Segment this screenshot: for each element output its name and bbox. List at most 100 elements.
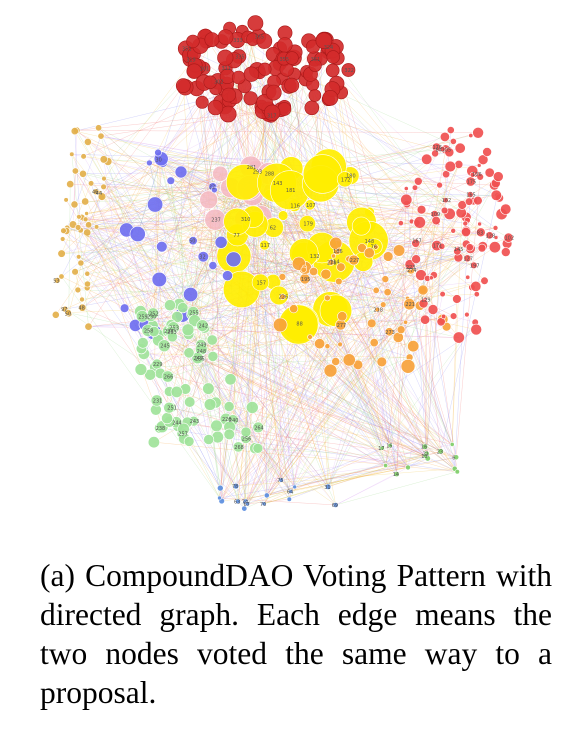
- graph-node-dark-red: [304, 100, 320, 116]
- graph-node-label: 181: [286, 188, 296, 194]
- graph-node-label: 165: [466, 193, 476, 199]
- graph-node-blue-bottom: [241, 505, 248, 512]
- graph-node-red: [482, 147, 492, 157]
- graph-node-label: 223: [406, 265, 416, 271]
- graph-node-tan: [53, 277, 61, 284]
- graph-node-label: 114: [330, 259, 340, 265]
- graph-node-tan: [100, 183, 107, 191]
- graph-edge: [407, 455, 426, 468]
- graph-node-orange: [372, 286, 380, 294]
- graph-node-orange: [314, 338, 326, 350]
- graph-edge: [87, 256, 204, 289]
- graph-edge: [162, 162, 304, 254]
- graph-node-red: [488, 241, 501, 254]
- graph-edge: [194, 275, 228, 321]
- graph-edge: [61, 197, 102, 277]
- graph-node-green: [203, 434, 215, 445]
- graph-node-red: [453, 247, 462, 256]
- graph-edge: [382, 319, 426, 449]
- graph-node-label: 236: [195, 357, 205, 363]
- graph-edge: [283, 58, 290, 500]
- graph-edge: [456, 176, 481, 458]
- graph-node-label: 179: [303, 222, 313, 228]
- graph-edge: [242, 31, 267, 496]
- graph-node-label: 70: [260, 502, 266, 508]
- graph-edge: [66, 136, 102, 232]
- graph-edge: [71, 154, 89, 327]
- graph-node-orange: [278, 273, 287, 281]
- graph-edge: [252, 326, 447, 408]
- graph-node-red: [470, 261, 478, 269]
- graph-node-label: 75: [277, 478, 283, 484]
- graph-edge: [192, 240, 220, 499]
- graph-node-green: [137, 337, 149, 349]
- graph-edge: [78, 186, 213, 257]
- graph-node-orange: [327, 258, 335, 266]
- graph-edge: [235, 194, 253, 487]
- graph-node-dark-red: [186, 63, 202, 79]
- graph-node-label: 226: [279, 295, 289, 301]
- graph-node-label: 88: [296, 321, 302, 327]
- graph-node-label: 319: [186, 57, 196, 63]
- graph-edge: [266, 256, 315, 496]
- graph-edge: [101, 115, 272, 197]
- graph-node-red: [485, 231, 494, 240]
- graph-node-red: [397, 220, 404, 226]
- graph-node-yellow: [251, 273, 270, 292]
- graph-node-red: [465, 243, 474, 252]
- graph-edge: [77, 227, 428, 459]
- graph-node-label: 21: [423, 452, 429, 458]
- graph-node-yellow: [223, 207, 251, 236]
- graph-edge: [332, 70, 470, 202]
- graph-edge: [200, 315, 454, 352]
- graph-edge: [266, 200, 446, 496]
- graph-node-blue: [154, 148, 162, 157]
- graph-node-label: 195: [301, 277, 311, 283]
- graph-node-blue: [146, 159, 153, 167]
- graph-edge: [188, 441, 221, 489]
- graph-edge: [103, 178, 190, 403]
- graph-edge: [342, 212, 462, 317]
- graph-node-orange: [324, 294, 331, 302]
- graph-node-red: [475, 227, 486, 238]
- graph-node-label: 129: [421, 298, 431, 304]
- graph-node-red: [470, 280, 482, 292]
- graph-node-label: 249: [197, 343, 207, 349]
- graph-node-red: [411, 238, 421, 248]
- graph-edge: [168, 210, 445, 378]
- graph-node-blue-bottom: [288, 488, 294, 494]
- graph-node-orange: [329, 236, 343, 250]
- graph-node-orange: [323, 363, 338, 378]
- graph-node-dark-red: [308, 58, 322, 72]
- graph-node-tan: [58, 273, 65, 280]
- graph-edge: [143, 353, 331, 371]
- graph-node-green: [184, 396, 196, 408]
- graph-node-label: 83: [477, 230, 483, 236]
- graph-edge: [137, 56, 334, 235]
- graph-node-label: 106: [472, 172, 482, 178]
- graph-node-label: 132: [310, 254, 320, 260]
- graph-edge: [451, 204, 463, 445]
- graph-node-tan: [97, 132, 105, 140]
- graph-node-green: [147, 436, 160, 449]
- graph-edge: [215, 88, 472, 288]
- graph-node-label: 351: [182, 47, 192, 53]
- graph-node-dark-red: [175, 78, 191, 94]
- graph-edge: [182, 314, 428, 459]
- graph-node-dark-red: [219, 105, 237, 123]
- graph-edge: [98, 127, 222, 243]
- graph-node-red: [428, 275, 434, 281]
- graph-node-red: [484, 167, 495, 178]
- graph-node-label: 322: [344, 68, 354, 74]
- graph-node-red: [403, 186, 409, 191]
- graph-edge: [135, 110, 264, 326]
- graph-edge: [75, 219, 216, 272]
- graph-node-dark-red: [247, 15, 264, 32]
- graph-edge: [184, 438, 222, 502]
- graph-node-orange: [396, 325, 406, 335]
- graph-node-tan: [74, 224, 82, 231]
- graph-edge: [244, 220, 437, 509]
- graph-edge: [229, 406, 458, 472]
- graph-edge: [198, 358, 292, 492]
